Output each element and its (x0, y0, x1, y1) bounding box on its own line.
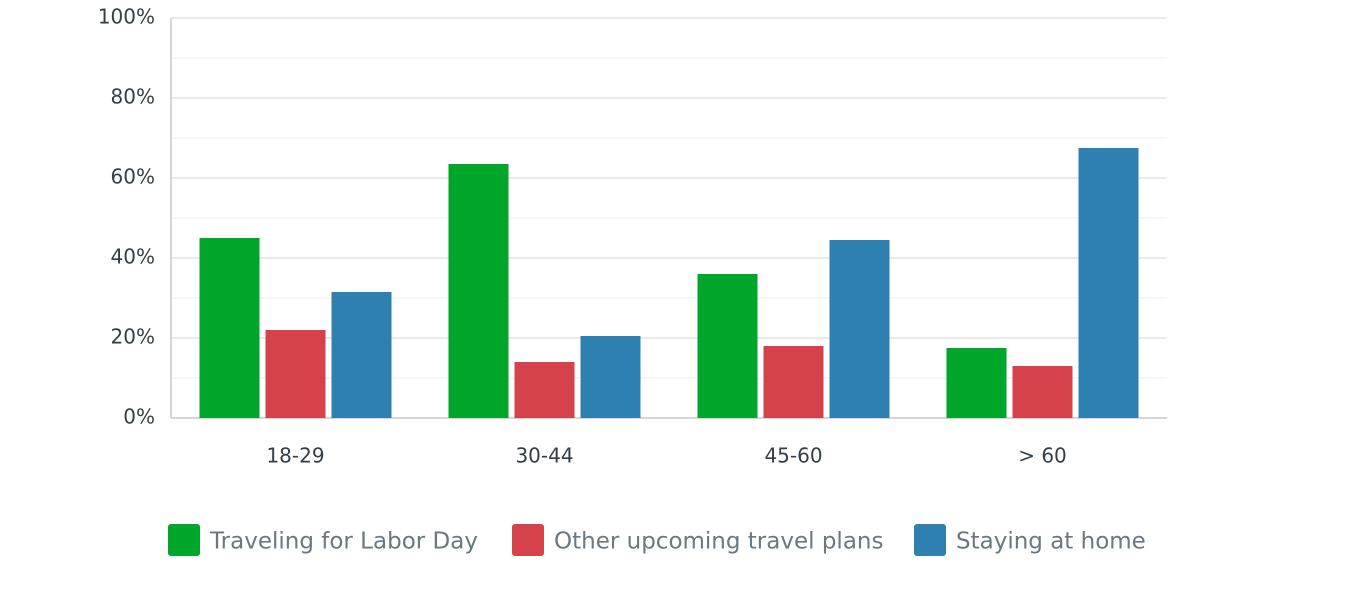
y-tick-label: 0% (123, 405, 155, 429)
x-tick-label: 45-60 (764, 444, 822, 468)
bar (697, 274, 758, 418)
y-tick-label: 80% (111, 85, 155, 109)
bar (829, 240, 890, 418)
x-tick-label: 30-44 (515, 444, 573, 468)
legend-swatch (914, 524, 946, 556)
bar (265, 330, 326, 418)
x-tick-label: > 60 (1018, 444, 1067, 468)
y-tick-label: 40% (111, 245, 155, 269)
bar (1012, 366, 1073, 418)
x-tick-label: 18-29 (266, 444, 324, 468)
bar (448, 164, 509, 418)
bar (1078, 148, 1139, 418)
bar (514, 362, 575, 418)
legend-label: Traveling for Labor Day (209, 529, 478, 555)
legend-label: Staying at home (956, 529, 1146, 555)
legend-label: Other upcoming travel plans (554, 529, 883, 555)
bar (946, 348, 1007, 418)
bar (331, 292, 392, 418)
bar (580, 336, 641, 418)
legend-swatch (168, 524, 200, 556)
bar (199, 238, 260, 418)
y-tick-label: 100% (98, 5, 155, 29)
legend-swatch (512, 524, 544, 556)
y-tick-label: 60% (111, 165, 155, 189)
y-tick-label: 20% (111, 325, 155, 349)
bar (763, 346, 824, 418)
